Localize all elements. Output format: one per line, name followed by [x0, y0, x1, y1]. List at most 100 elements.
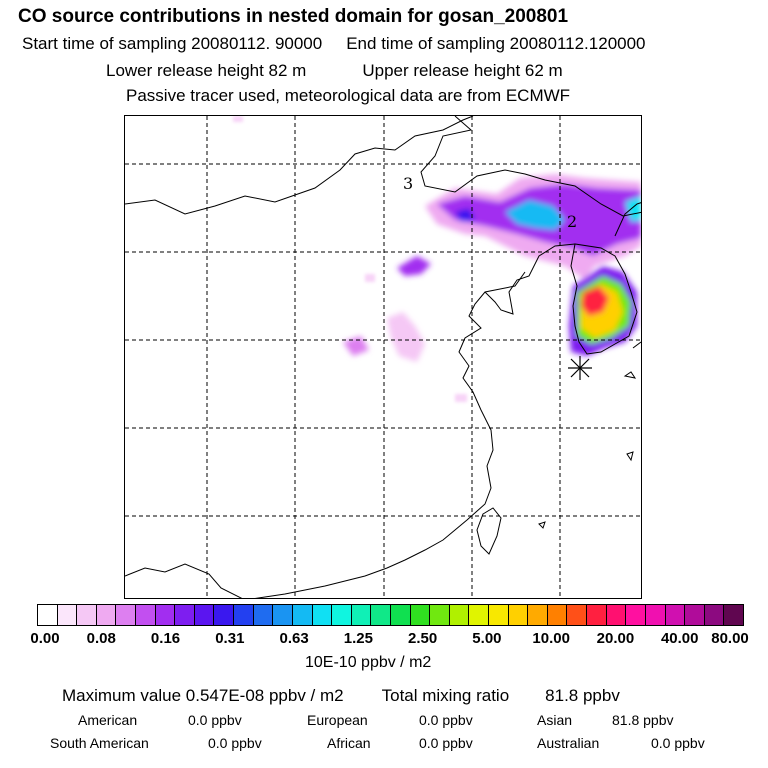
colorbar-swatch — [606, 605, 627, 625]
map-label-2: 2 — [567, 212, 577, 231]
colorbar-swatch — [136, 605, 156, 625]
colorbar-swatch — [665, 605, 686, 625]
region-south-american-value: 0.0 ppbv — [208, 735, 262, 751]
colorbar-swatch — [234, 605, 254, 625]
map-panel: 3 2 — [124, 115, 642, 599]
colorbar-swatch — [194, 605, 215, 625]
colorbar-swatch — [38, 605, 58, 625]
colorbar-swatch — [449, 605, 470, 625]
colorbar-swatch — [430, 605, 450, 625]
total-mixing-label: Total mixing ratio — [381, 686, 510, 705]
colorbar-tick-label: 10.00 — [532, 630, 570, 647]
china-coast — [254, 271, 526, 598]
region-australian-value: 0.0 ppbv — [651, 735, 705, 751]
colorbar-swatch — [390, 605, 411, 625]
colorbar-swatch — [312, 605, 333, 625]
colorbar-swatch — [371, 605, 391, 625]
island-1 — [623, 371, 637, 379]
region-african-name: African — [327, 735, 371, 751]
max-value-label: Maximum value — [62, 686, 182, 705]
island-3 — [538, 521, 546, 529]
region-american-name: American — [78, 712, 138, 728]
plume-speck-3 — [365, 274, 375, 282]
colorbar-unit: 10E-10 ppbv / m2 — [305, 654, 432, 671]
colorbar-swatch — [645, 605, 666, 625]
colorbar-swatch — [587, 605, 607, 625]
region-australian-name: Australian — [537, 735, 600, 751]
korea-peninsula — [570, 243, 638, 355]
colorbar-swatch — [116, 605, 137, 625]
region-european-value: 0.0 ppbv — [419, 712, 473, 728]
map-canvas: 3 2 — [125, 116, 641, 598]
plume-north-core-west — [455, 208, 475, 222]
colorbar-tick-label: 0.16 — [150, 630, 181, 647]
receptor-star-icon — [568, 356, 592, 380]
region-south-american-name: South American — [50, 735, 149, 751]
colorbar-swatch — [57, 605, 78, 625]
upper-release-label: Upper release height 62 m — [362, 61, 563, 80]
bohai-coast — [484, 243, 576, 315]
region-asian-name: Asian — [537, 712, 573, 728]
map-title: CO source contributions in nested domain… — [18, 6, 569, 27]
colorbar-swatch — [469, 605, 490, 625]
map-label-3: 3 — [403, 174, 413, 193]
colorbar-swatch — [626, 605, 646, 625]
colorbar-swatch — [292, 605, 313, 625]
colorbar-swatch — [175, 605, 195, 625]
plume-north-core-east — [625, 196, 641, 222]
colorbar-swatch — [489, 605, 509, 625]
region-african-value: 0.0 ppbv — [419, 735, 473, 751]
plume-north-core — [505, 200, 565, 230]
colorbar-swatch — [214, 605, 235, 625]
colorbar-tick-label: 1.25 — [343, 630, 373, 647]
lower-release-label: Lower release height 82 m — [106, 61, 307, 80]
colorbar-swatch — [508, 605, 529, 625]
border-northeast — [420, 116, 641, 217]
colorbar-swatch — [685, 605, 705, 625]
release-heights: Lower release height 82 m Upper release h… — [106, 61, 563, 81]
region-asian-value: 81.8 ppbv — [612, 712, 674, 728]
colorbar-tick-label: 0.08 — [86, 630, 116, 647]
colorbar-tick-label: 2.50 — [408, 630, 438, 647]
plume-west-blob — [397, 256, 431, 276]
colorbar-swatch — [547, 605, 568, 625]
concentration-field — [233, 116, 641, 402]
total-mixing-value: 81.8 ppbv — [545, 686, 620, 705]
colorbar-swatch — [704, 605, 725, 625]
colorbar-tick-label: 40.00 — [660, 630, 699, 647]
region-european-name: European — [307, 712, 368, 728]
max-value-line: Maximum value 0.547E-08 ppbv / m2 Total m… — [62, 686, 620, 706]
taiwan — [476, 507, 502, 555]
colorbar-ticks: 0.00 0.08 0.16 0.31 0.63 1.25 2.50 5.00 10.00 20.… — [0, 630, 768, 650]
colorbar-swatch — [410, 605, 431, 625]
colorbar-swatch — [724, 605, 743, 625]
inland-border-south — [125, 563, 243, 598]
plume-peninsula-red — [581, 286, 609, 316]
colorbar-swatch — [351, 605, 372, 625]
max-value: 0.547E-08 ppbv / m2 — [185, 686, 344, 705]
colorbar-swatch — [96, 605, 117, 625]
lat-lon-grid — [125, 116, 641, 598]
colorbar — [37, 604, 744, 626]
border-north — [125, 116, 474, 215]
colorbar-tick-label: 80.00 — [711, 630, 749, 647]
sampling-times: Start time of sampling 20080112. 90000 En… — [22, 34, 646, 54]
island-2 — [626, 451, 634, 462]
region-american-value: 0.0 ppbv — [188, 712, 242, 728]
colorbar-swatch — [273, 605, 293, 625]
colorbar-tick-label: 5.00 — [472, 630, 502, 647]
colorbar-tick-label: 0.31 — [215, 630, 245, 647]
plume-inland-1 — [387, 312, 425, 362]
colorbar-tick-label: 20.00 — [596, 630, 635, 647]
colorbar-swatch — [155, 605, 176, 625]
colorbar-swatch — [77, 605, 97, 625]
tracer-note: Passive tracer used, meteorological data… — [126, 86, 571, 105]
coastlines — [125, 116, 641, 598]
japan-coast — [614, 202, 641, 349]
colorbar-swatch — [332, 605, 352, 625]
colorbar-swatch — [528, 605, 548, 625]
plume-inland-2 — [343, 336, 369, 356]
colorbar-swatch — [253, 605, 274, 625]
colorbar-tick-label: 0.00 — [30, 630, 60, 647]
plume-speck-2 — [455, 394, 467, 402]
